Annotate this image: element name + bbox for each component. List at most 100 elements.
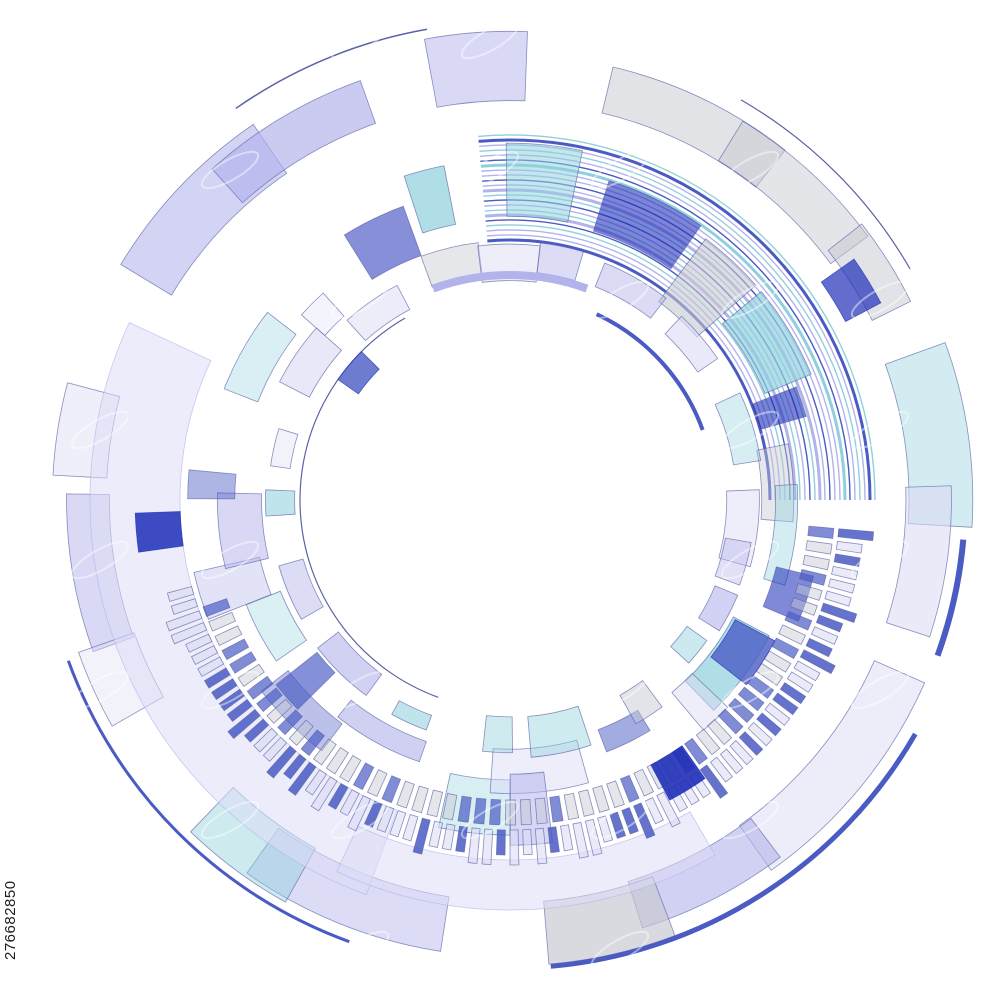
barcode-tick bbox=[578, 789, 595, 817]
inner-ring-block bbox=[270, 428, 299, 470]
barcode-tick bbox=[699, 764, 729, 799]
barcode-tick bbox=[835, 540, 863, 554]
barcode-tick bbox=[707, 718, 733, 746]
barcode-tick bbox=[202, 598, 231, 617]
barcode-tick bbox=[287, 761, 317, 796]
accent-block bbox=[650, 745, 706, 801]
barcode-tick bbox=[339, 789, 360, 817]
barcode-tick bbox=[266, 745, 297, 779]
barcode-tick bbox=[805, 540, 833, 555]
barcode-tick bbox=[738, 731, 764, 756]
barcode-tick bbox=[310, 776, 338, 812]
inner-ring-block bbox=[527, 705, 592, 758]
barcode-tick bbox=[376, 805, 395, 833]
barcode-tick bbox=[609, 811, 627, 839]
outer-band-block bbox=[717, 120, 869, 265]
barcode-tick bbox=[283, 753, 307, 780]
barcode-tick bbox=[719, 748, 744, 775]
mid-ring-block bbox=[337, 699, 427, 763]
barcode-tick bbox=[253, 727, 279, 753]
barcode-tick bbox=[534, 797, 548, 825]
barcode-tick bbox=[243, 718, 270, 743]
mid-ring-block bbox=[722, 291, 812, 395]
barcode-tick bbox=[363, 800, 383, 828]
mid-ring-block bbox=[275, 651, 336, 710]
striped-arc bbox=[478, 134, 876, 501]
barcode-tick bbox=[218, 688, 245, 712]
barcode-tick bbox=[747, 721, 773, 747]
inner-arc bbox=[595, 312, 705, 431]
inner-ring-block bbox=[594, 262, 667, 319]
barcode-tick bbox=[227, 708, 261, 740]
barcode-tick bbox=[778, 624, 807, 646]
barcode-tick bbox=[441, 792, 458, 821]
inner-ring-block bbox=[279, 327, 343, 398]
inner-ring-block bbox=[697, 585, 739, 632]
mid-ring-block bbox=[216, 492, 269, 570]
barcode-tick bbox=[633, 802, 656, 839]
barcode-tick bbox=[656, 791, 681, 828]
barcode-tick bbox=[597, 815, 614, 843]
mid-ring-block bbox=[245, 590, 308, 662]
barcode-tick bbox=[684, 737, 708, 765]
accent-block bbox=[820, 258, 882, 323]
inner-ring-block bbox=[619, 679, 663, 725]
inner-ring-block bbox=[664, 315, 719, 373]
accent-block bbox=[710, 619, 776, 686]
barcode-tick bbox=[563, 792, 580, 821]
barcode-tick bbox=[784, 610, 813, 631]
barcode-tick bbox=[481, 828, 494, 865]
accent-block bbox=[134, 511, 184, 553]
barcode-tick bbox=[820, 602, 858, 623]
barcode-tick bbox=[547, 826, 560, 854]
inner-ring-block bbox=[670, 625, 708, 664]
barcode-tick bbox=[327, 782, 349, 810]
barcode-tick bbox=[246, 675, 274, 700]
barcode-tick bbox=[170, 622, 208, 645]
mid-ring-block bbox=[187, 469, 237, 500]
barcode-tick bbox=[312, 738, 337, 766]
mid-ring-block bbox=[223, 311, 297, 403]
striped-arc bbox=[478, 138, 872, 501]
outer-arc bbox=[235, 28, 428, 110]
barcode-tick bbox=[262, 736, 288, 762]
barcode-tick bbox=[381, 775, 402, 804]
mid-ring-block bbox=[300, 292, 345, 337]
barcode-tick bbox=[549, 795, 564, 823]
barcode-tick bbox=[807, 525, 835, 539]
outer-band-block bbox=[423, 30, 528, 108]
barcode-tick bbox=[789, 597, 818, 616]
barcode-tick bbox=[221, 638, 250, 661]
barcode-tick bbox=[633, 768, 655, 797]
outer-band-block bbox=[827, 223, 912, 321]
stock-image-id: 276682850 bbox=[2, 880, 19, 960]
barcode-tick bbox=[266, 698, 293, 724]
barcode-tick bbox=[560, 824, 574, 852]
barcode-tick bbox=[505, 799, 517, 826]
mid-ring-block bbox=[505, 142, 583, 223]
barcode-tick bbox=[786, 671, 814, 693]
outer-arc bbox=[550, 732, 918, 969]
barcode-tick bbox=[203, 667, 231, 689]
inner-ring-block bbox=[265, 489, 296, 517]
barcode-tick bbox=[709, 756, 734, 783]
barcode-tick bbox=[815, 614, 844, 633]
barcode-tick bbox=[214, 625, 243, 647]
barcode-tick bbox=[827, 578, 856, 594]
barcode-tick bbox=[165, 610, 203, 632]
barcode-tick bbox=[644, 797, 664, 825]
barcode-tick bbox=[197, 656, 225, 677]
barcode-tick bbox=[166, 586, 195, 602]
barcode-tick bbox=[779, 682, 807, 705]
inner-ring-block bbox=[482, 715, 513, 754]
barcode-tick bbox=[366, 769, 388, 797]
barcode-tick bbox=[428, 820, 443, 848]
mid-ring-block bbox=[343, 205, 422, 280]
barcode-tick bbox=[402, 814, 419, 842]
inner-ring-block bbox=[714, 537, 752, 586]
left-crescent bbox=[89, 321, 398, 896]
barcode-tick bbox=[584, 818, 603, 856]
barcode-tick bbox=[495, 829, 506, 856]
barcode-tick bbox=[737, 686, 765, 712]
